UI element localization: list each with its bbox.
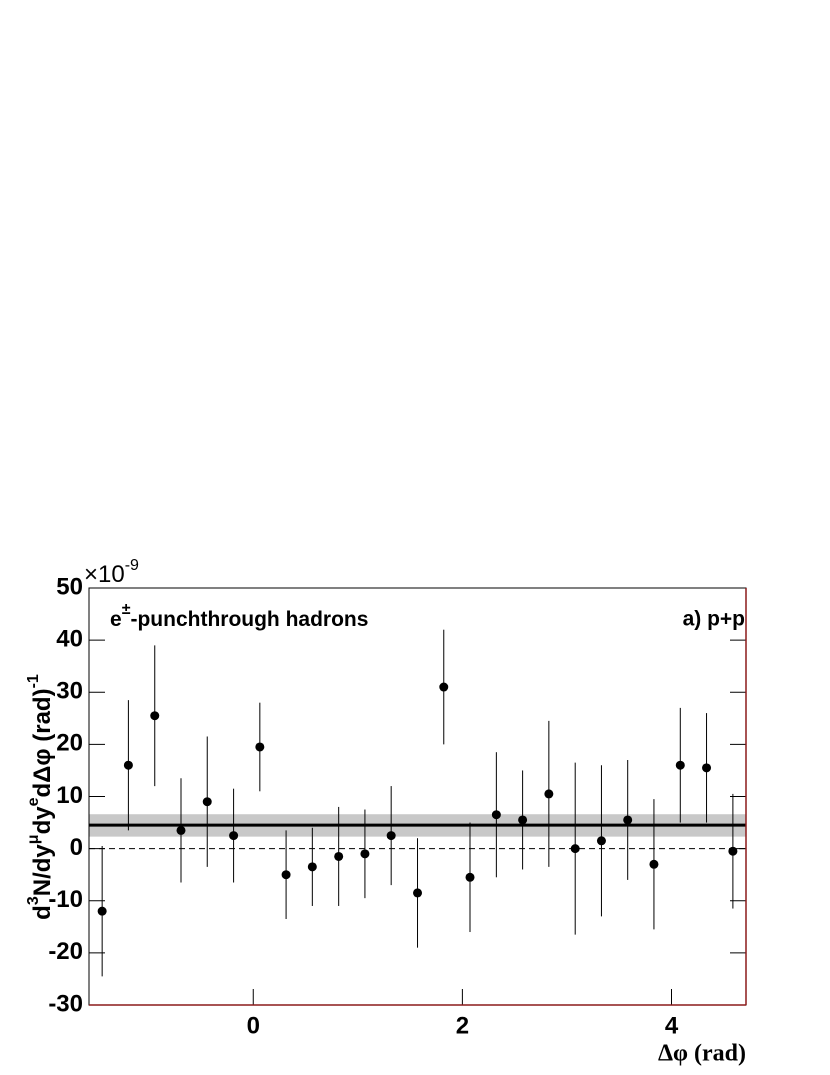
x-axis-label: Δφ (rad) [658,1041,746,1067]
text-part: e [110,608,122,631]
data-point [281,870,291,880]
data-point [439,682,449,692]
superscript: e [25,797,42,806]
text-part: N/dy [29,844,56,897]
text-part: dy [29,806,56,835]
data-point [596,836,606,846]
y-tick-label: 30 [56,678,83,705]
data-point [123,760,133,770]
data-point [176,825,186,835]
data-point [518,815,528,825]
text-part: ×10 [84,561,125,588]
superscript: -9 [125,557,139,574]
data-point [202,797,212,807]
superscript: 3 [25,896,42,905]
text-part: dΔφ (rad) [29,688,56,797]
y-tick-label: -20 [48,938,83,965]
data-point [675,760,685,770]
superscript: μ [25,834,42,844]
data-point [491,810,501,820]
data-point [413,888,423,898]
data-point [307,862,317,872]
text-part: -punchthrough hadrons [130,608,368,631]
data-point [360,849,370,859]
data-point [623,815,633,825]
y-tick-label: 40 [56,625,83,652]
y-tick-label: 10 [56,782,83,809]
y-tick-label: -30 [48,990,83,1017]
y-tick-label: 50 [56,573,83,600]
data-point [386,831,396,841]
y-tick-label: 0 [70,834,83,861]
data-point [150,711,160,721]
superscript: ± [122,601,131,618]
annotation: a) p+p [683,608,745,631]
data-point [544,789,554,799]
data-point [649,859,659,869]
superscript: -1 [25,674,42,688]
data-point [570,844,580,854]
text-part: d [29,905,56,920]
x-tick-label: 4 [665,1012,679,1039]
data-point [702,763,712,773]
y-tick-label: 20 [56,730,83,757]
data-point [728,846,738,856]
x-tick-label: 2 [456,1012,469,1039]
data-point [255,742,265,752]
y-multiplier: ×10-9 [84,557,139,588]
data-point [97,906,107,916]
annotation: e±-punchthrough hadrons [110,601,368,630]
data-point [465,872,475,882]
data-point [229,831,239,841]
y-axis-label: d3N/dyμdyedΔφ (rad)-1 [25,674,56,920]
data-point [334,851,344,861]
x-tick-label: 0 [247,1012,260,1039]
y-tick-label: -10 [48,886,83,913]
